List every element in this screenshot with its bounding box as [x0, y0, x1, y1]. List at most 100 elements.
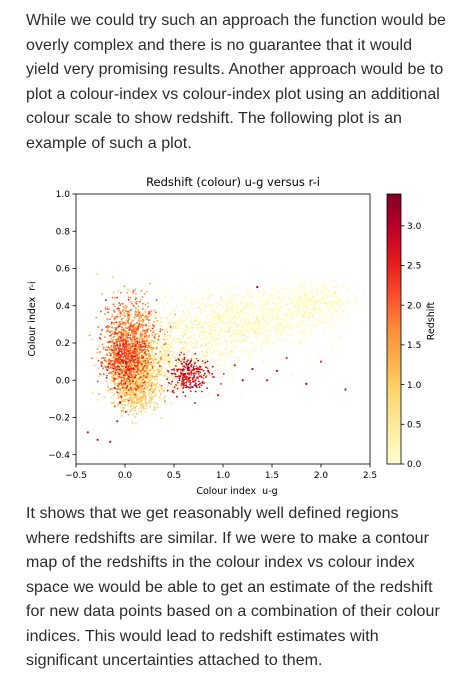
data-point	[130, 378, 133, 381]
data-point	[277, 330, 279, 333]
data-point	[140, 385, 142, 388]
data-point	[177, 363, 180, 366]
data-point	[160, 321, 163, 324]
data-point	[142, 360, 145, 363]
data-point	[131, 343, 134, 346]
data-point	[118, 340, 121, 342]
data-point	[162, 338, 165, 341]
data-point	[146, 360, 149, 363]
data-point	[321, 333, 324, 335]
data-point	[218, 312, 220, 315]
data-point	[154, 387, 157, 389]
data-point	[121, 362, 123, 364]
data-point	[159, 325, 162, 328]
data-point	[129, 369, 132, 371]
data-point	[125, 332, 128, 334]
data-point	[284, 325, 286, 328]
data-point	[144, 311, 147, 313]
data-point	[117, 371, 119, 374]
data-point	[171, 315, 174, 318]
data-point	[124, 411, 127, 413]
data-point	[114, 353, 117, 356]
data-point	[199, 330, 201, 333]
data-point	[255, 310, 258, 313]
data-point	[145, 403, 148, 406]
data-point	[338, 310, 341, 313]
data-point	[195, 386, 198, 389]
data-point	[182, 336, 184, 338]
data-point	[97, 399, 99, 401]
data-point	[288, 319, 291, 322]
data-point	[113, 309, 115, 312]
data-point	[205, 315, 208, 318]
data-point	[248, 322, 250, 324]
data-point	[129, 386, 132, 389]
data-point	[296, 296, 299, 299]
data-point	[276, 308, 279, 311]
data-point	[123, 380, 125, 383]
data-point	[262, 314, 265, 316]
data-point	[153, 375, 156, 378]
data-point	[291, 293, 294, 296]
data-point	[331, 303, 334, 305]
data-point	[299, 319, 302, 321]
data-point	[226, 307, 229, 310]
data-point	[289, 281, 291, 284]
data-point	[204, 337, 207, 340]
data-point	[216, 288, 219, 290]
data-point	[316, 307, 319, 310]
data-point	[110, 402, 113, 405]
data-point	[209, 312, 211, 315]
data-point	[133, 388, 135, 391]
data-point	[122, 321, 125, 324]
data-point	[287, 309, 290, 312]
data-point	[204, 358, 207, 361]
data-point	[154, 342, 157, 345]
data-point	[132, 398, 135, 401]
redshift-figure: Redshift (colour) u-g versus r-i −0.5 0.0…	[20, 170, 450, 507]
data-point	[195, 353, 198, 356]
data-point	[107, 329, 110, 332]
data-point	[272, 336, 275, 339]
data-point	[216, 334, 219, 336]
data-point	[286, 303, 288, 306]
data-point	[264, 276, 267, 278]
data-point	[144, 308, 147, 310]
data-point	[108, 325, 111, 328]
data-point	[144, 394, 146, 397]
data-point	[240, 320, 243, 323]
data-point	[183, 322, 185, 324]
data-point	[141, 384, 144, 387]
data-point	[301, 297, 304, 300]
data-point	[290, 310, 293, 313]
data-point	[305, 295, 307, 298]
data-point	[175, 362, 178, 365]
data-point	[240, 307, 243, 310]
data-point	[185, 354, 188, 357]
data-point	[331, 307, 333, 310]
data-point	[123, 387, 126, 390]
data-point	[261, 319, 263, 321]
data-point	[221, 334, 223, 337]
data-point	[161, 397, 164, 400]
data-point	[336, 310, 339, 313]
data-point	[190, 298, 193, 301]
data-point	[167, 362, 170, 364]
data-point	[237, 299, 240, 302]
data-point	[233, 338, 235, 341]
data-point	[163, 333, 166, 335]
data-point	[245, 326, 247, 329]
data-point	[219, 355, 222, 358]
data-point	[194, 360, 197, 362]
data-point	[107, 363, 109, 366]
data-point	[211, 311, 214, 314]
data-point	[181, 394, 183, 397]
data-point	[229, 302, 231, 305]
data-point	[141, 314, 144, 317]
data-point	[169, 350, 172, 353]
data-point	[192, 359, 195, 362]
data-point	[332, 312, 335, 315]
data-point	[117, 395, 119, 398]
data-point	[134, 393, 136, 396]
data-point	[168, 291, 171, 294]
